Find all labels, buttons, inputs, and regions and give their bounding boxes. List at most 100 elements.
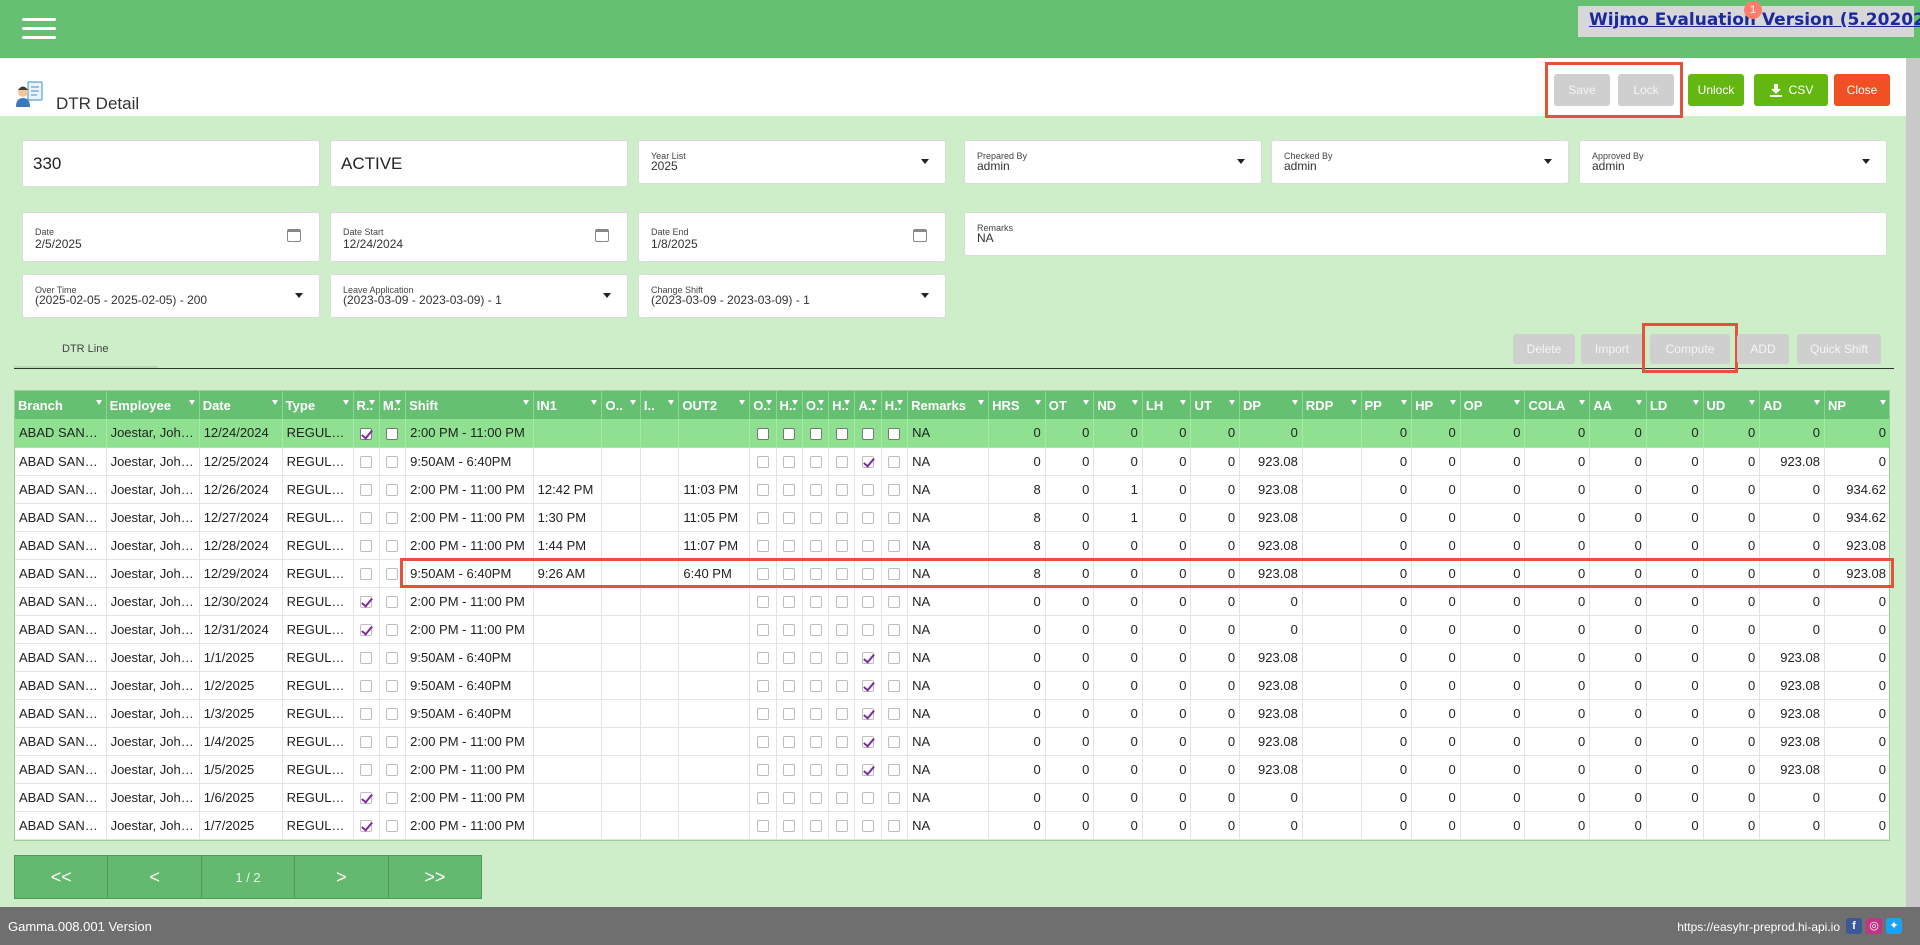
row-checkbox[interactable] bbox=[360, 568, 373, 581]
table-cell[interactable]: 2:00 PM - 11:00 PM bbox=[405, 615, 534, 644]
table-row[interactable]: ABAD SANT... Joestar, John . 12/25/2024 REG… bbox=[15, 447, 1889, 476]
table-cell[interactable]: 0 bbox=[1589, 755, 1647, 784]
row-checkbox[interactable] bbox=[756, 427, 769, 440]
row-checkbox[interactable] bbox=[360, 652, 373, 665]
table-row[interactable]: ABAD SANT... Joestar, John . 12/30/2024 REG… bbox=[15, 587, 1889, 616]
table-cell[interactable]: ABAD SANT... bbox=[15, 503, 107, 532]
table-cell[interactable]: ABAD SANT... bbox=[15, 559, 107, 588]
table-cell[interactable]: 1:30 PM bbox=[533, 503, 603, 532]
row-checkbox[interactable] bbox=[386, 736, 399, 749]
table-cell[interactable]: 923.08 bbox=[1759, 755, 1825, 784]
table-cell[interactable]: 0 bbox=[1460, 811, 1526, 840]
table-cell[interactable]: 0 bbox=[1239, 587, 1303, 616]
over-time-dropdown[interactable]: Over Time (2025-02-05 - 2025-02-05) - 20… bbox=[22, 274, 320, 318]
table-cell[interactable]: 0 bbox=[1824, 643, 1889, 672]
table-cell[interactable]: ABAD SANT... bbox=[15, 475, 107, 504]
table-cell[interactable]: 0 bbox=[1411, 419, 1461, 448]
table-cell[interactable] bbox=[640, 419, 680, 448]
table-cell[interactable]: 0 bbox=[1703, 475, 1761, 504]
table-cell[interactable] bbox=[601, 531, 641, 560]
row-checkbox[interactable] bbox=[888, 540, 901, 553]
column-header[interactable]: Shift bbox=[405, 391, 534, 419]
table-cell[interactable]: 0 bbox=[1460, 531, 1526, 560]
table-cell[interactable]: 0 bbox=[1411, 783, 1461, 812]
table-cell[interactable]: 0 bbox=[1142, 615, 1192, 644]
row-checkbox[interactable] bbox=[386, 708, 399, 721]
table-cell[interactable] bbox=[1302, 615, 1362, 644]
table-cell[interactable]: 923.08 bbox=[1239, 699, 1303, 728]
row-checkbox[interactable] bbox=[835, 736, 848, 749]
table-row[interactable]: ABAD SANT... Joestar, John . 1/4/2025 REGUL… bbox=[15, 727, 1889, 756]
table-cell[interactable]: 12/30/2024 bbox=[199, 587, 283, 616]
row-checkbox[interactable] bbox=[360, 456, 373, 469]
row-checkbox[interactable] bbox=[756, 792, 769, 805]
row-checkbox[interactable] bbox=[360, 792, 373, 805]
table-cell[interactable] bbox=[640, 755, 680, 784]
hamburger-icon[interactable] bbox=[22, 18, 56, 40]
row-checkbox[interactable] bbox=[756, 652, 769, 665]
delete-button[interactable]: Delete bbox=[1513, 334, 1575, 364]
table-cell[interactable]: ABAD SANT... bbox=[15, 643, 107, 672]
row-checkbox[interactable] bbox=[386, 540, 399, 553]
table-cell[interactable]: 12/31/2024 bbox=[199, 615, 283, 644]
table-cell[interactable]: REGULA... bbox=[282, 419, 354, 448]
table-cell[interactable] bbox=[533, 783, 603, 812]
column-header[interactable]: DP bbox=[1239, 391, 1303, 419]
table-cell[interactable] bbox=[601, 587, 641, 616]
row-checkbox[interactable] bbox=[835, 596, 848, 609]
row-checkbox[interactable] bbox=[888, 456, 901, 469]
table-cell[interactable]: 0 bbox=[1142, 531, 1192, 560]
table-cell[interactable] bbox=[640, 783, 680, 812]
table-cell[interactable]: ABAD SANT... bbox=[15, 699, 107, 728]
table-cell[interactable]: 9:50AM - 6:40PM bbox=[405, 447, 534, 476]
table-cell[interactable]: 0 bbox=[1524, 783, 1591, 812]
table-cell[interactable] bbox=[1302, 447, 1362, 476]
table-cell[interactable]: 0 bbox=[1045, 643, 1095, 672]
table-cell[interactable]: 9:26 AM bbox=[533, 559, 603, 588]
row-checkbox[interactable] bbox=[888, 708, 901, 721]
table-cell[interactable]: REGULA... bbox=[282, 615, 354, 644]
table-cell[interactable]: NA bbox=[907, 671, 990, 700]
table-cell[interactable]: 0 bbox=[1045, 699, 1095, 728]
table-cell[interactable]: 0 bbox=[1460, 447, 1526, 476]
table-cell[interactable]: 0 bbox=[1190, 503, 1241, 532]
table-cell[interactable]: 0 bbox=[1142, 755, 1192, 784]
table-cell[interactable]: 0 bbox=[1411, 727, 1461, 756]
table-cell[interactable]: NA bbox=[907, 755, 990, 784]
close-button[interactable]: Close bbox=[1834, 74, 1890, 106]
table-row[interactable]: ABAD SANT... Joestar, John . 12/28/2024 REG… bbox=[15, 531, 1889, 560]
table-cell[interactable]: 0 bbox=[1361, 531, 1413, 560]
remarks-field[interactable]: Remarks NA bbox=[964, 212, 1887, 256]
table-cell[interactable] bbox=[678, 671, 751, 700]
row-checkbox[interactable] bbox=[756, 736, 769, 749]
column-header[interactable]: H.. bbox=[828, 391, 856, 419]
row-checkbox[interactable] bbox=[783, 680, 796, 693]
table-row[interactable]: ABAD SANT... Joestar, John . 1/7/2025 REGUL… bbox=[15, 811, 1889, 840]
table-cell[interactable]: 11:03 PM bbox=[678, 475, 751, 504]
column-header[interactable]: OUT2 bbox=[678, 391, 751, 419]
table-cell[interactable]: 0 bbox=[1142, 503, 1192, 532]
table-cell[interactable] bbox=[640, 699, 680, 728]
table-cell[interactable]: 0 bbox=[1045, 727, 1095, 756]
table-cell[interactable]: NA bbox=[907, 587, 990, 616]
table-cell[interactable]: 2:00 PM - 11:00 PM bbox=[405, 727, 534, 756]
row-checkbox[interactable] bbox=[783, 792, 796, 805]
last-page-button[interactable]: >> bbox=[424, 866, 446, 887]
filter-icon[interactable] bbox=[395, 400, 402, 405]
row-checkbox[interactable] bbox=[360, 736, 373, 749]
row-checkbox[interactable] bbox=[783, 456, 796, 469]
row-checkbox[interactable] bbox=[783, 708, 796, 721]
row-checkbox[interactable] bbox=[386, 652, 399, 665]
table-cell[interactable]: 0 bbox=[1524, 447, 1591, 476]
row-checkbox[interactable] bbox=[386, 792, 399, 805]
column-header[interactable]: O.. bbox=[802, 391, 830, 419]
table-cell[interactable]: 12/28/2024 bbox=[199, 531, 283, 560]
table-cell[interactable]: 0 bbox=[1824, 419, 1889, 448]
filter-icon[interactable] bbox=[1350, 400, 1357, 405]
table-cell[interactable] bbox=[1302, 811, 1362, 840]
table-cell[interactable]: 0 bbox=[1460, 475, 1526, 504]
table-cell[interactable]: 0 bbox=[1190, 811, 1241, 840]
table-cell[interactable]: 0 bbox=[1460, 503, 1526, 532]
table-cell[interactable]: 0 bbox=[1759, 503, 1825, 532]
unlock-button[interactable]: Unlock bbox=[1688, 74, 1744, 106]
